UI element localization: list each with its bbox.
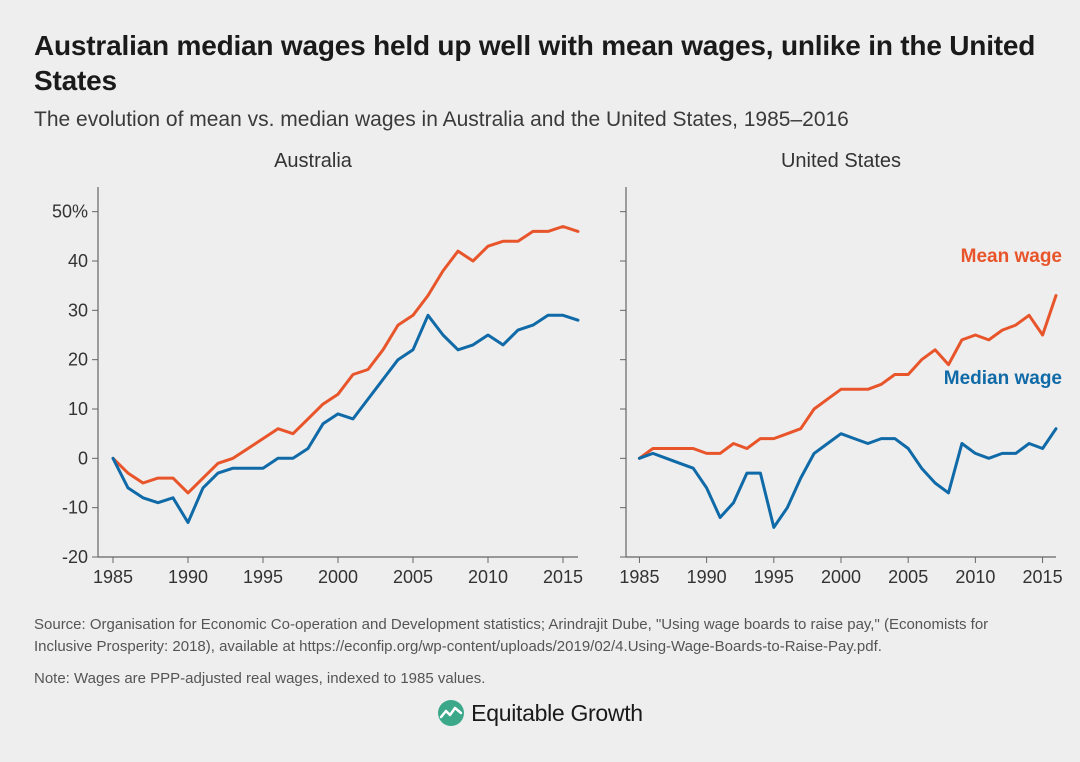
y-tick-label: -10 (62, 498, 88, 518)
series-label-mean: Mean wage (961, 246, 1062, 268)
chart-panel-australia: Australia -20 -10 0 10 20 30 40 50% 1985 1990 1995 2… (34, 150, 592, 596)
x-tick-label: 2005 (393, 567, 433, 587)
panel-title: Australia (34, 150, 592, 173)
logo: Equitable Growth (34, 699, 1046, 727)
chart-panel-united-states: United States 1985 1990 1995 2000 2005 2010 201… (612, 150, 1070, 596)
x-tick-label: 2000 (821, 567, 861, 587)
charts-container: Australia -20 -10 0 10 20 30 40 50% 1985 1990 1995 2… (34, 150, 1046, 596)
series-label-median: Median wage (944, 368, 1062, 390)
x-tick-label: 2015 (543, 567, 583, 587)
x-tick-label: 1985 (93, 567, 133, 587)
chart-subtitle: The evolution of mean vs. median wages i… (34, 108, 1046, 132)
x-tick-label: 2000 (318, 567, 358, 587)
x-tick-label: 1990 (168, 567, 208, 587)
y-tick-label: 10 (68, 399, 88, 419)
y-tick-label: -20 (62, 547, 88, 567)
x-tick-label: 1990 (687, 567, 727, 587)
x-tick-label: 2015 (1023, 567, 1063, 587)
method-note: Note: Wages are PPP-adjusted real wages,… (34, 668, 1046, 690)
x-tick-label: 1985 (619, 567, 659, 587)
x-tick-label: 1995 (754, 567, 794, 587)
x-tick-label: 2010 (955, 567, 995, 587)
y-tick-label: 50% (52, 202, 88, 222)
chart-title: Australian median wages held up well wit… (34, 28, 1046, 98)
series-median (113, 315, 578, 522)
y-tick-label: 20 (68, 350, 88, 370)
x-tick-label: 1995 (243, 567, 283, 587)
source-note: Source: Organisation for Economic Co-ope… (34, 614, 1046, 658)
logo-text: Equitable Growth (471, 700, 643, 727)
logo-icon (437, 699, 465, 727)
y-tick-label: 30 (68, 300, 88, 320)
series-median (639, 429, 1056, 528)
panel-title: United States (612, 150, 1070, 173)
y-tick-label: 0 (78, 448, 88, 468)
x-tick-label: 2010 (468, 567, 508, 587)
y-tick-label: 40 (68, 251, 88, 271)
x-tick-label: 2005 (888, 567, 928, 587)
series-mean (113, 227, 578, 493)
chart-svg: -20 -10 0 10 20 30 40 50% 1985 1990 1995 2000 2005 20… (34, 179, 592, 591)
